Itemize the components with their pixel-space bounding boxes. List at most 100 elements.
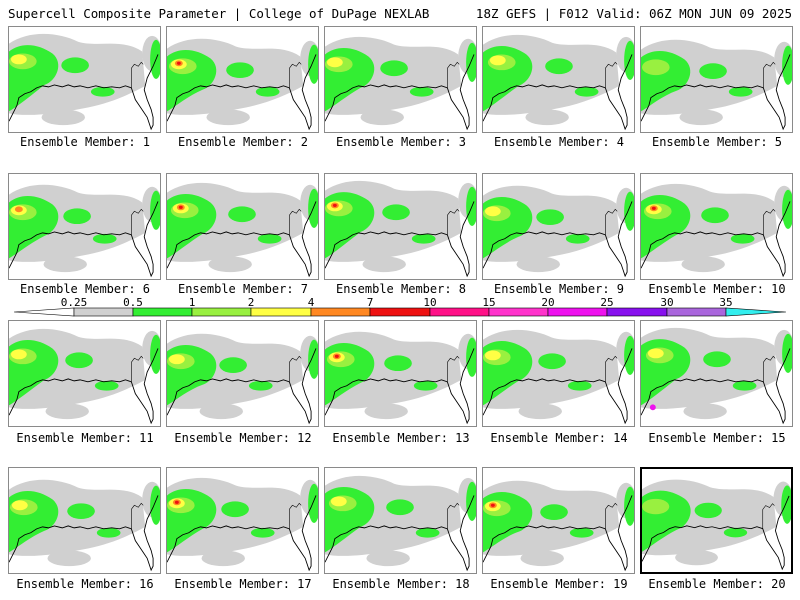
state-border (762, 503, 775, 529)
state-border (605, 208, 618, 235)
colorbar-tick-label: 30 (660, 296, 674, 309)
colorbar-tick-label: 15 (482, 296, 496, 309)
scp-contour-map (325, 475, 476, 572)
scp-yellow-contour (168, 354, 185, 365)
state-border (447, 502, 460, 529)
ensemble-member-label: Ensemble Member: 18 (332, 577, 470, 591)
ensemble-member-label: Ensemble Member: 9 (493, 282, 625, 296)
ensemble-member-15-map (640, 320, 793, 427)
state-border (605, 502, 618, 529)
ensemble-member-18-map (324, 467, 477, 574)
scp-red-contour (332, 203, 337, 207)
scp-yellow-contour (330, 496, 347, 507)
gulf-coastline (483, 54, 633, 131)
state-border (289, 208, 302, 235)
ensemble-member-label: Ensemble Member: 3 (335, 135, 467, 149)
scp-contour-map (167, 477, 318, 572)
ensemble-member-4-map (482, 26, 635, 133)
ensemble-member-2-map (166, 26, 319, 133)
ensemble-member-label: Ensemble Member: 16 (16, 577, 154, 591)
ensemble-member-label: Ensemble Member: 14 (490, 431, 628, 445)
scp-contour-map (9, 33, 160, 131)
scp-red-contour (334, 354, 339, 358)
ensemble-member-20-map (640, 467, 793, 574)
colorbar-swatch (13, 307, 75, 317)
colorbar-tick-label: 10 (423, 296, 437, 309)
gulf-coastline (641, 201, 791, 278)
gulf-coastline (325, 348, 475, 425)
scp-yellow-contour (326, 57, 343, 68)
gulf-coastline (9, 348, 159, 425)
state-border (605, 61, 618, 88)
gulf-coastline (167, 495, 317, 572)
state-border (131, 502, 144, 529)
ensemble-member-label: Ensemble Member: 4 (493, 135, 625, 149)
gulf-coastline (167, 201, 317, 278)
scp-red-contour (490, 503, 495, 507)
colorbar-swatch (429, 307, 490, 317)
colorbar-tick-label: 35 (719, 296, 733, 309)
colorbar-tick-label: 0.5 (123, 296, 143, 309)
colorbar-swatch (132, 307, 193, 317)
ensemble-member-6-map (8, 173, 161, 280)
colorbar-swatch (73, 307, 134, 317)
ensemble-member-label: Ensemble Member: 7 (177, 282, 309, 296)
ensemble-member-label: Ensemble Member: 10 (648, 282, 786, 296)
scp-contour-map (642, 479, 791, 571)
ensemble-member-label: Ensemble Member: 5 (651, 135, 783, 149)
colorbar-swatch (547, 307, 608, 317)
ensemble-member-label: Ensemble Member: 11 (16, 431, 154, 445)
state-border (763, 61, 776, 88)
scp-yellow-contour (10, 54, 27, 65)
state-border (605, 355, 618, 382)
ensemble-member-10-map (640, 173, 793, 280)
scp-yellow-contour (484, 206, 501, 217)
state-border (289, 502, 302, 529)
gulf-coastline (641, 348, 791, 425)
colorbar-tick-label: 25 (600, 296, 614, 309)
color-scale-legend: 0.25 0.5 1 2 4 7 10 15 20 25 30 35 (0, 296, 800, 324)
scp-lime-contours (641, 59, 670, 76)
scp-contour-map (167, 333, 318, 425)
ensemble-member-12-map (166, 320, 319, 427)
ensemble-member-label: Ensemble Member: 15 (648, 431, 786, 445)
ensemble-member-8-map (324, 173, 477, 280)
ensemble-member-17-map (166, 467, 319, 574)
scp-contour-map (9, 184, 160, 278)
ensemble-member-label: Ensemble Member: 2 (177, 135, 309, 149)
state-border (289, 61, 302, 88)
scp-contour-map (483, 480, 634, 572)
scp-red-contour (651, 206, 656, 210)
colorbar-tick-label: 4 (307, 296, 315, 309)
scp-contour-map (325, 331, 476, 425)
colorbar-tick-label: 1 (188, 296, 196, 309)
scp-contour-map (325, 36, 476, 131)
colorbar-swatch (191, 307, 252, 317)
scp-contour-map (641, 39, 792, 131)
scp-yellow-contour (647, 348, 664, 359)
ensemble-member-label: Ensemble Member: 13 (332, 431, 470, 445)
scp-contour-map (483, 34, 634, 131)
scp-yellow-contour (484, 350, 501, 361)
scp-contour-map (9, 479, 160, 572)
gulf-coastline (642, 495, 790, 571)
ensemble-member-11-map (8, 320, 161, 427)
gulf-coastline (9, 495, 159, 572)
scp-yellow-contour (11, 500, 28, 511)
scp-contour-map (641, 183, 792, 278)
gulf-coastline (325, 495, 475, 572)
scp-orange-contour (14, 206, 23, 213)
gulf-coastline (641, 54, 791, 131)
gulf-coastline (325, 201, 475, 278)
state-border (447, 61, 460, 88)
gulf-coastline (483, 348, 633, 425)
ensemble-member-16-map (8, 467, 161, 574)
colorbar-swatch (250, 307, 312, 317)
colorbar-swatch (606, 307, 668, 317)
gulf-coastline (483, 495, 633, 572)
ensemble-member-label: Ensemble Member: 19 (490, 577, 628, 591)
scp-contour-map (167, 182, 318, 278)
colorbar-tick-label: 7 (366, 296, 374, 309)
scp-yellow-contour (489, 55, 506, 66)
scp-yellow-contour (10, 349, 27, 360)
